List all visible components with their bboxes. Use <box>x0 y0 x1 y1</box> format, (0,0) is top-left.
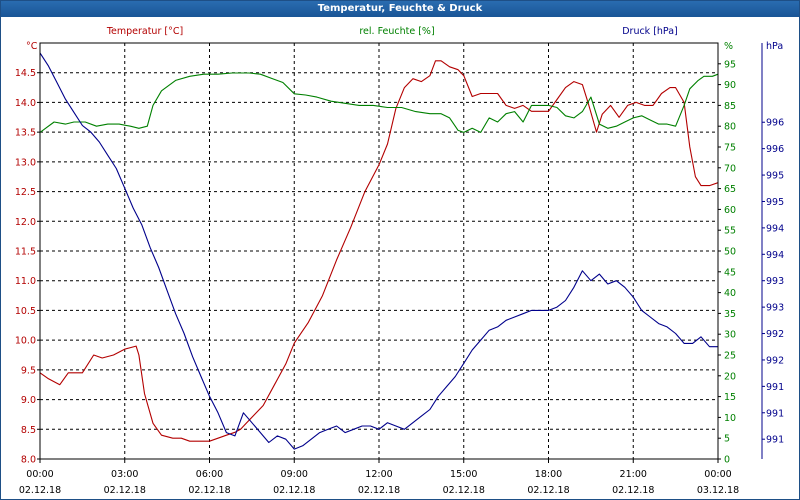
x-tick-date: 02.12.18 <box>273 485 315 496</box>
axes <box>37 42 765 463</box>
temp-tick-label: 12.5 <box>15 187 36 198</box>
unit-percent: % <box>724 41 733 52</box>
x-tick-date: 02.12.18 <box>19 485 61 496</box>
temp-tick-label: 14.5 <box>15 68 36 79</box>
humidity-tick-label: 10 <box>724 413 736 424</box>
pressure-tick-label: 995 <box>766 171 784 182</box>
temp-tick-label: 11.5 <box>15 247 36 258</box>
pressure-tick-label: 994 <box>766 250 784 261</box>
temp-tick-label: 12.0 <box>15 217 36 228</box>
temp-tick-label: 9.5 <box>21 365 36 376</box>
pressure-tick-label: 991 <box>766 435 784 446</box>
temperature-line <box>39 60 719 442</box>
pressure-tick-label: 992 <box>766 329 784 340</box>
humidity-tick-label: 20 <box>724 371 736 382</box>
humidity-tick-label: 45 <box>724 267 736 278</box>
humidity-tick-label: 15 <box>724 392 736 403</box>
unit-celsius: °C <box>26 41 38 52</box>
humidity-tick-label: 35 <box>724 309 736 320</box>
x-tick-date: 02.12.18 <box>358 485 400 496</box>
legend-pressure: Druck [hPa] <box>622 26 678 37</box>
humidity-tick-label: 5 <box>724 434 730 445</box>
grid <box>40 43 718 459</box>
pressure-tick-label: 991 <box>766 382 784 393</box>
pressure-tick-label: 993 <box>766 276 784 287</box>
x-tick-time: 00:00 <box>26 469 53 480</box>
temp-tick-label: 8.5 <box>21 425 36 436</box>
humidity-tick-label: 30 <box>724 330 736 341</box>
humidity-tick-label: 0 <box>724 455 730 466</box>
window-title: Temperatur, Feuchte & Druck <box>1 1 799 17</box>
x-tick-time: 12:00 <box>365 469 392 480</box>
labels: Temperatur [°C] rel. Feuchte [%] Druck [… <box>15 26 784 496</box>
pressure-tick-label: 991 <box>766 408 784 419</box>
x-tick-time: 03:00 <box>111 469 138 480</box>
humidity-tick-label: 60 <box>724 205 736 216</box>
x-tick-time: 09:00 <box>281 469 308 480</box>
x-tick-time: 15:00 <box>450 469 477 480</box>
temp-tick-label: 11.0 <box>15 276 36 287</box>
x-tick-date: 02.12.18 <box>104 485 146 496</box>
humidity-tick-label: 55 <box>724 226 736 237</box>
humidity-tick-label: 75 <box>724 143 736 154</box>
pressure-line <box>39 52 718 450</box>
unit-hpa: hPa <box>766 41 783 52</box>
legend-temperature: Temperatur [°C] <box>106 26 183 37</box>
humidity-tick-label: 50 <box>724 247 736 258</box>
temp-tick-label: 10.5 <box>15 306 36 317</box>
pressure-tick-label: 994 <box>766 223 784 234</box>
x-tick-date: 02.12.18 <box>188 485 230 496</box>
temp-tick-label: 8.0 <box>21 455 36 466</box>
x-tick-time: 21:00 <box>620 469 647 480</box>
x-tick-date: 02.12.18 <box>443 485 485 496</box>
humidity-tick-label: 85 <box>724 101 736 112</box>
humidity-tick-label: 25 <box>724 351 736 362</box>
humidity-tick-label: 70 <box>724 163 736 174</box>
humidity-tick-label: 40 <box>724 288 736 299</box>
pressure-tick-label: 993 <box>766 303 784 314</box>
temp-tick-label: 13.5 <box>15 128 36 139</box>
temp-tick-label: 9.0 <box>21 395 36 406</box>
humidity-tick-label: 80 <box>724 122 736 133</box>
humidity-line <box>39 72 719 133</box>
pressure-tick-label: 995 <box>766 197 784 208</box>
pressure-tick-label: 992 <box>766 355 784 366</box>
x-tick-date: 03.12.18 <box>697 485 739 496</box>
legend-humidity: rel. Feuchte [%] <box>359 26 434 37</box>
temp-tick-label: 14.0 <box>15 98 36 109</box>
x-tick-date: 02.12.18 <box>612 485 654 496</box>
temp-tick-label: 10.0 <box>15 336 36 347</box>
x-tick-time: 06:00 <box>196 469 223 480</box>
humidity-tick-label: 95 <box>724 59 736 70</box>
series-layer <box>39 52 719 450</box>
humidity-tick-label: 65 <box>724 184 736 195</box>
pressure-tick-label: 996 <box>766 144 784 155</box>
x-tick-time: 00:00 <box>704 469 731 480</box>
x-tick-time: 18:00 <box>535 469 562 480</box>
humidity-tick-label: 90 <box>724 80 736 91</box>
x-tick-date: 02.12.18 <box>527 485 569 496</box>
temp-tick-label: 13.0 <box>15 157 36 168</box>
pressure-tick-label: 996 <box>766 118 784 129</box>
